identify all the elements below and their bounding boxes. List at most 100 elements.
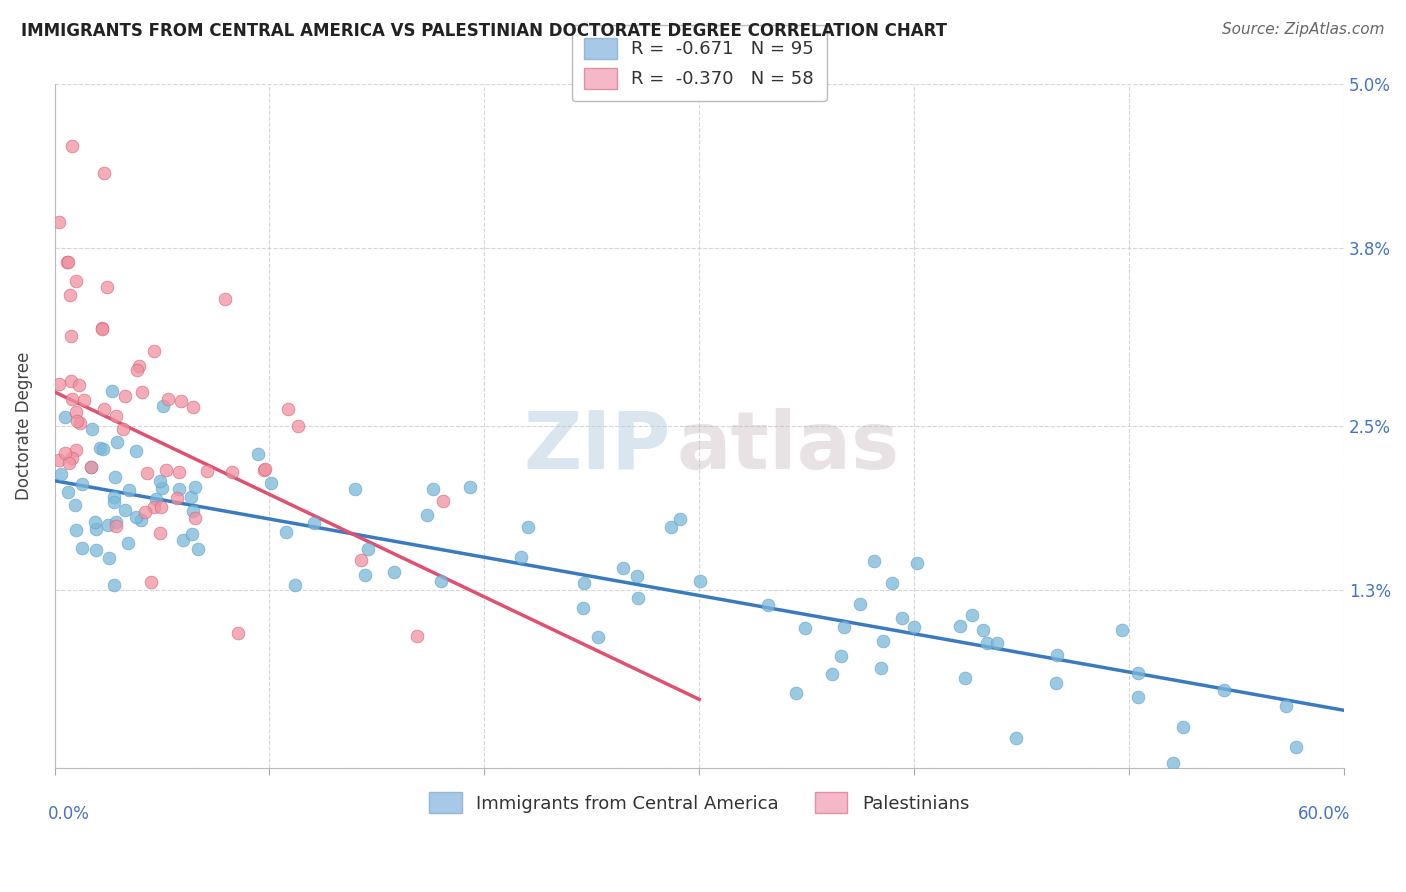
Point [304, 516, 326, 530]
Point [150, 481, 173, 495]
Point [350, 552, 373, 566]
Point [166, 491, 188, 505]
Point [65, 524, 87, 538]
Point [1161, 756, 1184, 771]
Text: IMMIGRANTS FROM CENTRAL AMERICA VS PALESTINIAN DOCTORATE DEGREE CORRELATION CHAR: IMMIGRANTS FROM CENTRAL AMERICA VS PALES… [21, 22, 948, 40]
Point [382, 566, 405, 580]
Point [986, 636, 1008, 650]
Point [659, 519, 682, 533]
Point [1128, 690, 1150, 705]
Point [103, 490, 125, 504]
Point [432, 494, 454, 508]
Point [357, 542, 380, 557]
Point [181, 401, 204, 415]
Point [572, 576, 595, 591]
Point [253, 462, 276, 476]
Point [65, 405, 87, 419]
Point [406, 630, 429, 644]
Point [83, 515, 105, 529]
Point [830, 649, 852, 664]
Point [344, 482, 367, 496]
Point [246, 447, 269, 461]
Point [65, 443, 87, 458]
Point [105, 519, 128, 533]
Point [794, 621, 817, 635]
Point [53, 410, 76, 425]
Point [180, 490, 202, 504]
Point [48, 215, 70, 229]
Point [67, 377, 90, 392]
Point [104, 470, 127, 484]
Point [260, 476, 283, 491]
Point [62, 451, 84, 466]
Point [872, 634, 894, 648]
Point [149, 526, 172, 541]
Point [72, 476, 94, 491]
Point [353, 567, 375, 582]
Point [97, 518, 120, 533]
Point [157, 392, 180, 406]
Point [60, 374, 83, 388]
Legend: Immigrants from Central America, Palestinians: Immigrants from Central America, Palesti… [422, 785, 977, 820]
Point [1004, 731, 1026, 745]
Point [287, 418, 309, 433]
Point [65, 498, 87, 512]
Point [422, 482, 444, 496]
Point [135, 466, 157, 480]
Point [103, 494, 125, 508]
Point [588, 630, 610, 644]
Point [155, 462, 177, 476]
Point [93, 166, 115, 180]
Point [48, 453, 70, 467]
Point [98, 551, 121, 566]
Point [167, 465, 190, 479]
Point [60, 392, 83, 407]
Point [821, 666, 844, 681]
Point [905, 557, 928, 571]
Point [228, 625, 250, 640]
Point [56, 255, 79, 269]
Point [890, 611, 912, 625]
Point [627, 591, 650, 606]
Point [277, 402, 299, 417]
Point [101, 384, 124, 398]
Point [284, 578, 307, 592]
Text: 0.0%: 0.0% [48, 805, 90, 823]
Point [509, 549, 531, 564]
Point [863, 553, 886, 567]
Point [187, 541, 209, 556]
Point [170, 393, 193, 408]
Point [221, 465, 243, 479]
Point [1275, 698, 1298, 713]
Point [114, 389, 136, 403]
Point [172, 533, 194, 548]
Point [955, 671, 977, 685]
Point [73, 393, 96, 408]
Point [785, 686, 807, 700]
Point [104, 409, 127, 423]
Point [458, 480, 481, 494]
Point [96, 280, 118, 294]
Point [142, 344, 165, 359]
Point [1171, 720, 1194, 734]
Point [89, 441, 111, 455]
Point [80, 460, 103, 475]
Point [56, 484, 79, 499]
Point [117, 536, 139, 550]
Point [1045, 676, 1067, 690]
Point [516, 520, 538, 534]
Point [90, 322, 112, 336]
Text: atlas: atlas [676, 408, 900, 485]
Point [48, 377, 70, 392]
Point [114, 503, 136, 517]
Point [1285, 740, 1308, 755]
Point [832, 620, 855, 634]
Point [1111, 623, 1133, 637]
Point [49, 467, 72, 482]
Point [689, 574, 711, 588]
Point [60, 139, 83, 153]
Y-axis label: Doctorate Degree: Doctorate Degree [15, 351, 32, 500]
Point [962, 607, 984, 622]
Point [149, 474, 172, 488]
Point [70, 541, 93, 555]
